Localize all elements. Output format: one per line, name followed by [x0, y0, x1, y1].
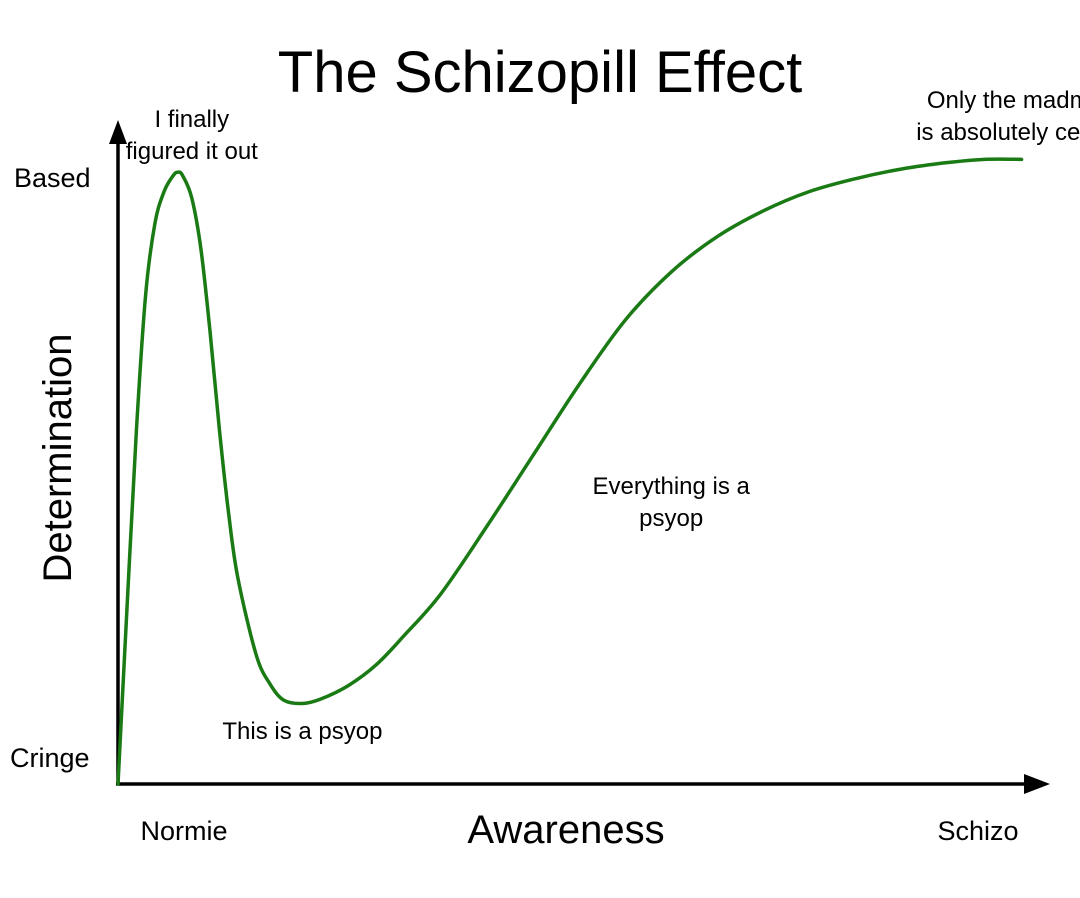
annotation-4-line: is absolutely certain [916, 119, 1080, 146]
x-axis-arrow [1024, 774, 1050, 794]
annotation-2-line: This is a psyop [222, 718, 382, 745]
annotation-4: Only the madman is absolutely certain [916, 87, 1080, 146]
y-axis-title: Determination [36, 333, 80, 582]
x-axis-title: Awareness [467, 808, 664, 852]
annotation-1: I finally figured it out [126, 106, 258, 165]
annotation-3: Everything is a psyop [592, 473, 750, 532]
annotation-1-line: figured it out [126, 138, 258, 165]
x-tick-label-high: Schizo [937, 816, 1018, 846]
annotation-1-line: I finally [154, 106, 229, 133]
series-line [116, 157, 1024, 786]
y-axis-arrow [109, 120, 127, 144]
annotation-4-line: Only the madman [927, 87, 1080, 114]
annotation-2: This is a psyop [222, 718, 382, 745]
y-tick-label-low: Cringe [10, 743, 90, 773]
chart-title: The Schizopill Effect [278, 40, 802, 105]
y-tick-label-high: Based [14, 163, 91, 193]
annotation-3-line: psyop [639, 505, 703, 532]
annotation-3-line: Everything is a [592, 473, 750, 500]
annotations: I finally figured it out This is a psyop Ev… [126, 87, 1080, 745]
x-tick-label-low: Normie [140, 816, 227, 846]
